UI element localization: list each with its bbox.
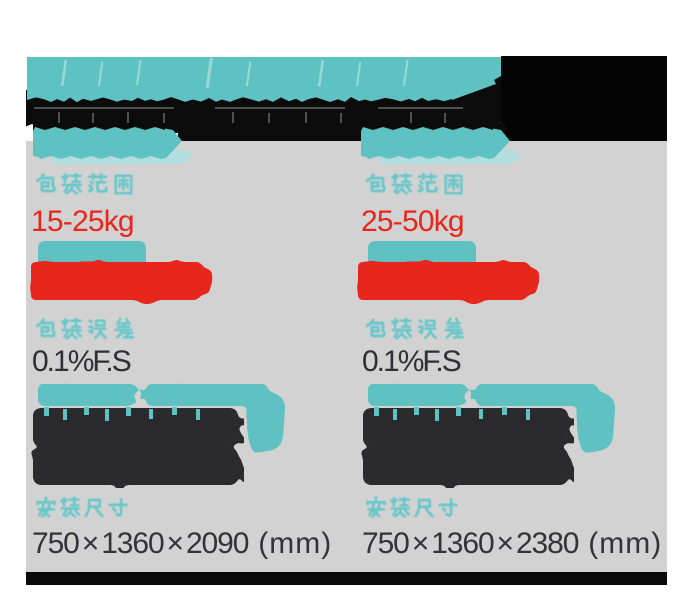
svg-text:25-50kg: 25-50kg	[361, 205, 464, 238]
svg-text:3-4bag/m: 3-4bag/m	[356, 251, 540, 304]
svg-text:POWER×AC380V: POWER×AC380V	[37, 379, 252, 411]
svg-text:GCP-50F: GCP-50F	[362, 123, 494, 164]
svg-text:0.1%F.S: 0.1%F.S	[32, 345, 131, 378]
svg-text:Temp:15kw/h: Temp:15kw/h	[30, 441, 288, 494]
svg-text:Temp:15kw/h: Temp:15kw/h	[360, 441, 618, 494]
svg-text:15-25kg: 15-25kg	[31, 205, 134, 238]
svg-text:POWER×AC380V: POWER×AC380V	[367, 379, 582, 411]
svg-text:0.1%F.S: 0.1%F.S	[362, 345, 461, 378]
svg-text:3-4bag/m: 3-4bag/m	[29, 251, 213, 304]
svg-text:GCP-25F: GCP-25F	[34, 123, 166, 164]
svg-text:750×1360×2380(mm): 750 × 1360 × 2380 (mm)	[362, 527, 662, 560]
svg-text:750×1360×2090(mm): 750 × 1360 × 2090 (mm)	[32, 527, 332, 560]
